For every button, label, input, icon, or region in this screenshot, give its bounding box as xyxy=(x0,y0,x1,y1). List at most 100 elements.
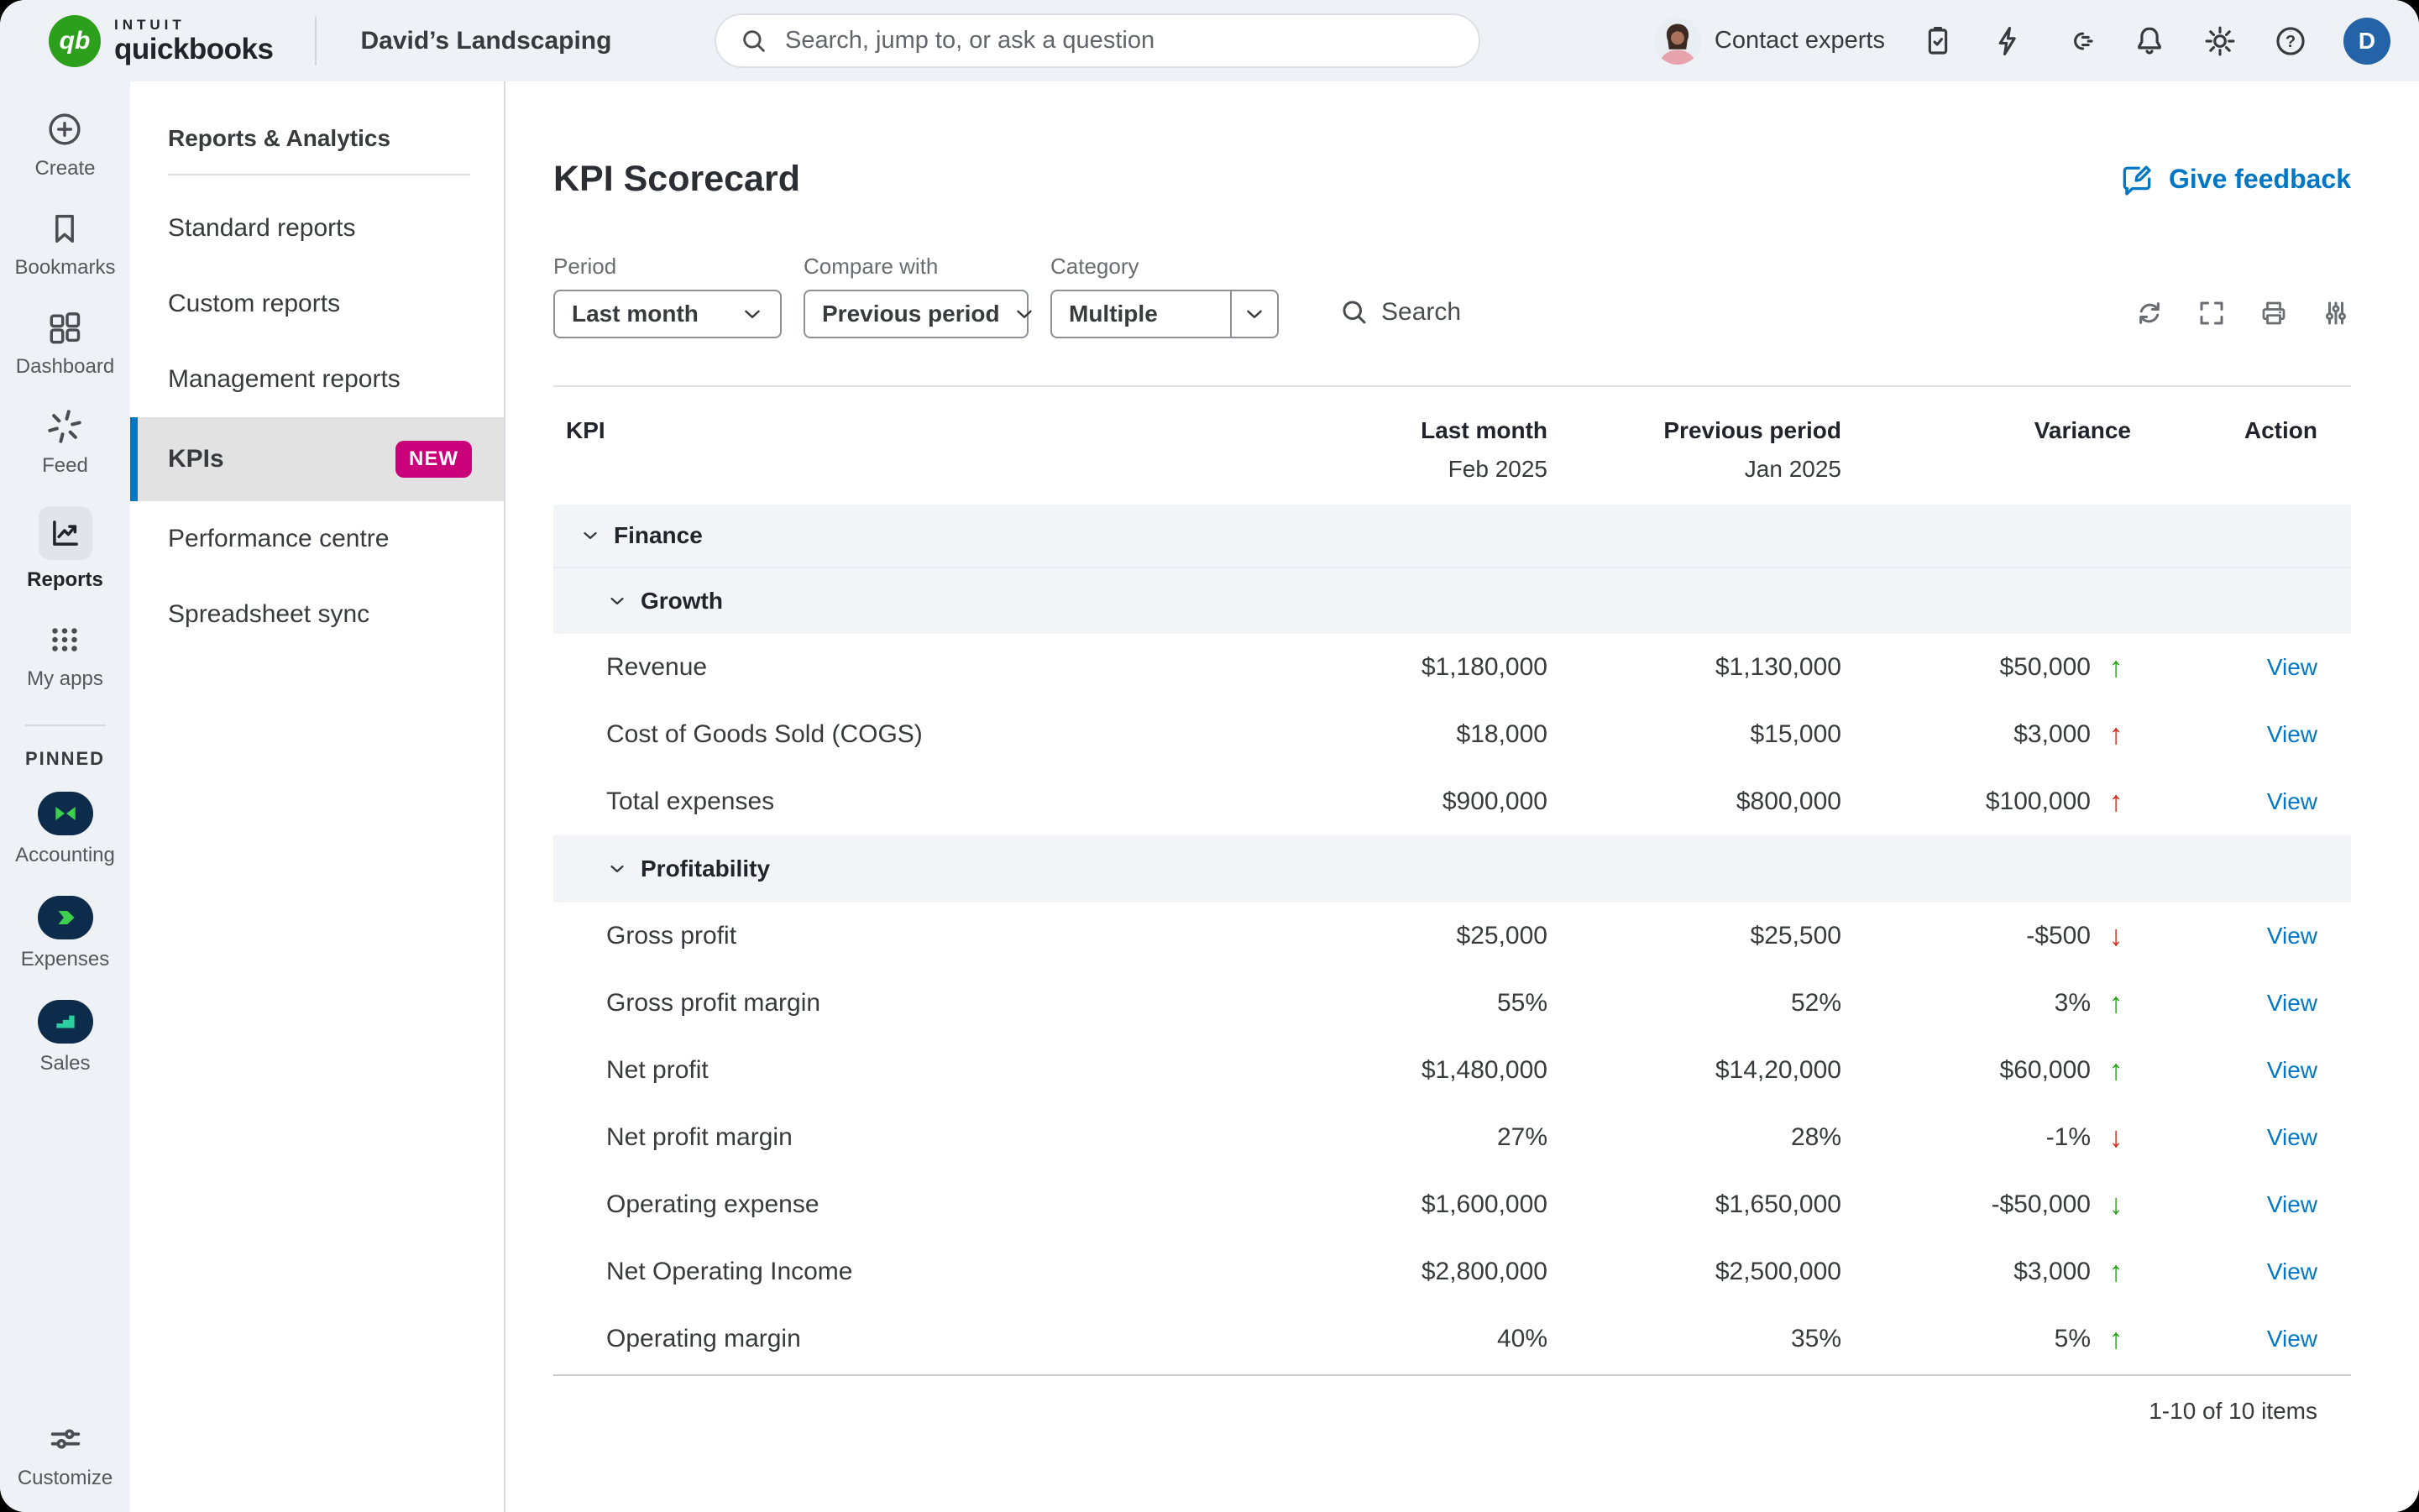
kpis-label: KPIs xyxy=(168,445,224,473)
quickbooks-logo[interactable]: qb INTUIT quickbooks xyxy=(0,14,274,67)
col-kpi[interactable]: KPI xyxy=(566,417,605,443)
group-row-finance[interactable]: Finance xyxy=(553,505,2351,567)
refresh-icon[interactable] xyxy=(2134,298,2165,328)
view-link[interactable]: View xyxy=(2266,654,2317,680)
new-badge: NEW xyxy=(395,441,472,478)
col-variance[interactable]: Variance xyxy=(2034,417,2131,443)
nav-item-kpis[interactable]: KPIs NEW xyxy=(130,417,504,501)
apps-plug-icon[interactable] xyxy=(2061,24,2097,59)
compare-with-dropdown[interactable]: Previous period xyxy=(804,290,1032,338)
fullscreen-icon[interactable] xyxy=(2196,298,2227,328)
variance-value: $3,000 xyxy=(2013,1258,2091,1285)
previous-period-value: 52% xyxy=(1790,989,1841,1017)
icon-sidebar: Create Bookmarks Dashboard Feed Reports … xyxy=(0,81,130,1512)
nav-item-performance-centre[interactable]: Performance centre xyxy=(168,525,390,552)
sidebar-item-reports[interactable]: Reports xyxy=(27,506,103,592)
column-settings-icon[interactable] xyxy=(2321,298,2351,328)
sidebar-item-create[interactable]: Create xyxy=(34,110,96,180)
kpi-name: Gross profit margin xyxy=(606,989,821,1017)
nav-item-management-reports[interactable]: Management reports xyxy=(168,365,401,393)
period-dropdown[interactable]: Last month xyxy=(553,290,782,338)
kpi-name: Net profit margin xyxy=(606,1123,793,1151)
sidebar-item-customize[interactable]: Customize xyxy=(18,1420,113,1490)
view-link[interactable]: View xyxy=(2266,1057,2317,1083)
last-month-value: $18,000 xyxy=(1456,720,1547,748)
lightning-icon[interactable] xyxy=(1991,24,2026,59)
table-row: Net Operating Income $2,800,000 $2,500,0… xyxy=(553,1238,2351,1305)
category-dropdown[interactable]: Multiple xyxy=(1050,290,1279,338)
tasks-clipboard-icon[interactable] xyxy=(1920,24,1956,59)
notifications-bell-icon[interactable] xyxy=(2132,24,2167,59)
sidebar-item-feed[interactable]: Feed xyxy=(42,407,88,478)
nav-item-custom-reports[interactable]: Custom reports xyxy=(168,290,341,317)
trend-up-icon: ↑ xyxy=(2108,718,2123,751)
view-link[interactable]: View xyxy=(2266,1124,2317,1150)
global-search-input[interactable] xyxy=(783,26,1455,55)
help-icon[interactable]: ? xyxy=(2273,24,2308,59)
print-icon[interactable] xyxy=(2259,298,2289,328)
trend-up-icon: ↑ xyxy=(2108,1255,2123,1288)
kpi-name: Net profit xyxy=(606,1056,709,1084)
global-search[interactable] xyxy=(715,13,1480,68)
kpi-name: Net Operating Income xyxy=(606,1258,853,1285)
chevron-down-icon xyxy=(745,310,760,318)
report-toolbar xyxy=(2134,298,2351,328)
sidebar-item-accounting[interactable]: Accounting xyxy=(15,792,115,867)
category-dropdown-toggle[interactable] xyxy=(1230,291,1277,337)
sidebar-item-my-apps[interactable]: My apps xyxy=(27,620,103,691)
quickbooks-wordmark: quickbooks xyxy=(114,33,274,65)
previous-period-value: $2,500,000 xyxy=(1715,1258,1841,1285)
reports-nav-title: Reports & Analytics xyxy=(168,125,391,151)
view-link[interactable]: View xyxy=(2266,923,2317,949)
kpi-name: Gross profit xyxy=(606,922,737,950)
nav-item-spreadsheet-sync[interactable]: Spreadsheet sync xyxy=(168,600,370,628)
last-month-value: $1,480,000 xyxy=(1421,1056,1547,1084)
table-row: Gross profit margin 55% 52% 3% ↑ View xyxy=(553,970,2351,1037)
collapse-chevron-icon xyxy=(584,531,597,540)
last-month-value: $25,000 xyxy=(1456,922,1547,950)
kpi-table: KPI Last month Previous period Variance … xyxy=(553,385,2351,1425)
dashboard-grid-icon xyxy=(50,312,81,344)
user-avatar[interactable]: D xyxy=(2343,17,2390,65)
expenses-app-icon xyxy=(37,896,93,939)
sidebar-item-bookmarks[interactable]: Bookmarks xyxy=(14,209,116,280)
sidebar-item-dashboard[interactable]: Dashboard xyxy=(16,308,114,379)
last-month-value: $2,800,000 xyxy=(1421,1258,1547,1285)
group-row-profitability[interactable]: Profitability xyxy=(553,835,2351,902)
sidebar-item-sales[interactable]: Sales xyxy=(37,1000,93,1075)
table-header-dates: Feb 2025 Jan 2025 xyxy=(553,456,2351,505)
feed-burst-icon xyxy=(48,410,82,443)
give-feedback-button[interactable]: Give feedback xyxy=(2118,161,2351,198)
col-previous-period[interactable]: Previous period xyxy=(1663,417,1841,443)
kpi-name: Operating margin xyxy=(606,1325,801,1352)
settings-gear-icon[interactable] xyxy=(2202,24,2238,59)
group-row-growth[interactable]: Growth xyxy=(553,567,2351,634)
compare-with-label: Compare with xyxy=(804,254,939,279)
contact-experts-label: Contact experts xyxy=(1714,27,1885,54)
table-search-button[interactable]: Search xyxy=(1339,297,1461,327)
table-footer-divider xyxy=(553,1374,2351,1376)
trend-up-icon: ↑ xyxy=(2108,1322,2123,1355)
sidebar-item-expenses[interactable]: Expenses xyxy=(21,896,109,971)
view-link[interactable]: View xyxy=(2266,721,2317,747)
view-link[interactable]: View xyxy=(2266,1326,2317,1352)
table-row: Operating expense $1,600,000 $1,650,000 … xyxy=(553,1171,2351,1238)
kpi-name: Operating expense xyxy=(606,1190,819,1218)
view-link[interactable]: View xyxy=(2266,990,2317,1016)
table-row: Operating margin 40% 35% 5% ↑ View xyxy=(553,1305,2351,1373)
table-row: Cost of Goods Sold (COGS) $18,000 $15,00… xyxy=(553,701,2351,768)
expert-avatar xyxy=(1653,17,1701,65)
bookmark-icon xyxy=(55,214,75,243)
table-header: KPI Last month Previous period Variance … xyxy=(553,387,2351,444)
variance-value: $100,000 xyxy=(1985,787,2091,815)
table-row: Net profit margin 27% 28% -1% ↓ View xyxy=(553,1104,2351,1171)
view-link[interactable]: View xyxy=(2266,1191,2317,1217)
view-link[interactable]: View xyxy=(2266,1258,2317,1284)
nav-item-standard-reports[interactable]: Standard reports xyxy=(168,214,356,242)
col-last-month[interactable]: Last month xyxy=(1421,417,1547,443)
view-link[interactable]: View xyxy=(2266,788,2317,814)
variance-value: $50,000 xyxy=(1999,653,2091,681)
contact-experts-button[interactable]: Contact experts xyxy=(1653,17,1885,65)
variance-value: 3% xyxy=(2054,989,2091,1017)
